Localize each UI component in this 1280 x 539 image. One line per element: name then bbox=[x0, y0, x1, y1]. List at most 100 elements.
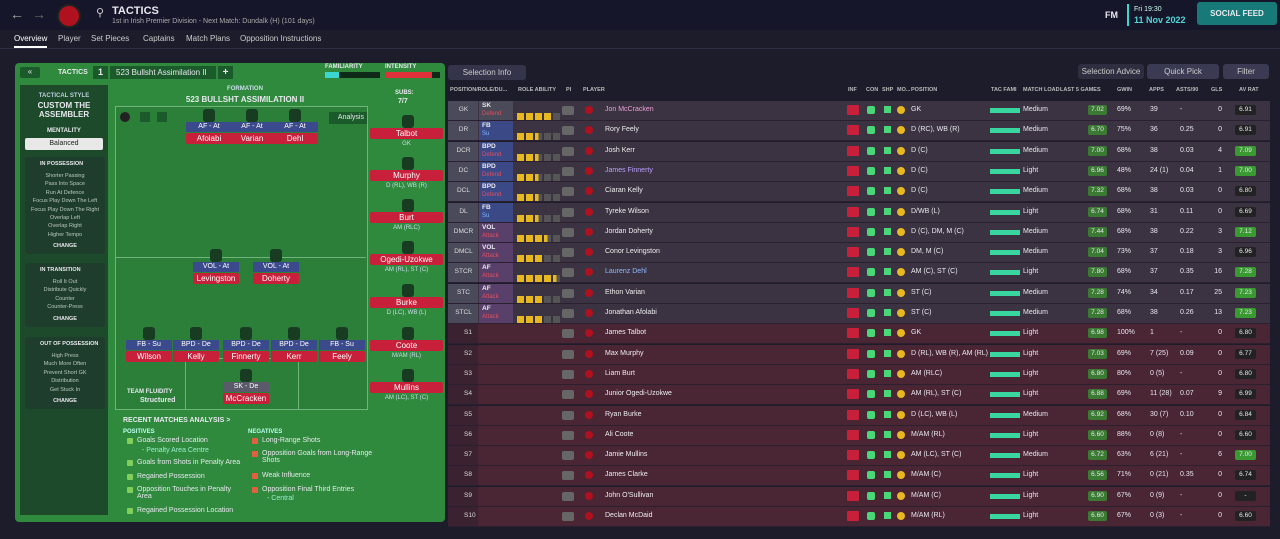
table-row[interactable] bbox=[448, 202, 1270, 223]
tab[interactable]: Set Pieces bbox=[91, 34, 130, 43]
player-name[interactable]: Afolabi bbox=[186, 133, 232, 144]
column-header[interactable]: GWIN bbox=[1117, 87, 1132, 93]
column-header[interactable]: GLS bbox=[1211, 87, 1223, 93]
change-button[interactable]: CHANGE bbox=[53, 243, 77, 250]
column-header[interactable]: POSITION bbox=[911, 87, 938, 93]
table-row[interactable] bbox=[448, 344, 1270, 365]
instructions-icon[interactable] bbox=[120, 112, 130, 122]
player-name[interactable]: Doherty bbox=[253, 273, 299, 284]
club-badge[interactable] bbox=[57, 4, 81, 28]
column-header[interactable]: MO... bbox=[897, 87, 911, 93]
player-name[interactable]: Levingston bbox=[193, 273, 239, 284]
sub-name[interactable]: Mullins bbox=[370, 382, 443, 393]
tab[interactable]: Player bbox=[58, 34, 81, 43]
table-row[interactable] bbox=[448, 121, 1270, 142]
selection-advice[interactable]: Selection Advice bbox=[1078, 64, 1144, 79]
player-name[interactable]: Conor Levingston bbox=[605, 248, 660, 256]
table-row[interactable] bbox=[448, 324, 1270, 345]
quick-pick[interactable]: Quick Pick bbox=[1147, 64, 1219, 79]
table-row[interactable] bbox=[448, 425, 1270, 446]
column-header[interactable]: ASTS/90 bbox=[1176, 87, 1199, 93]
player-name[interactable]: Ethon Varian bbox=[605, 288, 645, 296]
tactic-name[interactable]: 523 Bullsht Assimilation II bbox=[110, 66, 216, 79]
change-button[interactable]: CHANGE bbox=[53, 398, 77, 404]
table-row[interactable] bbox=[448, 243, 1270, 264]
sub-name[interactable]: Burke bbox=[370, 297, 443, 308]
player-name[interactable]: James Talbot bbox=[605, 329, 647, 337]
player-name[interactable]: Jonathan Afolabi bbox=[605, 309, 657, 316]
player-name[interactable]: Wilson bbox=[126, 351, 172, 362]
column-header[interactable]: MATCH LOAD bbox=[1023, 87, 1060, 93]
forward-button[interactable]: → bbox=[32, 6, 46, 22]
fm-logo[interactable]: FM bbox=[1105, 10, 1118, 20]
column-header[interactable]: POSITION/ROLE/DU... bbox=[450, 87, 508, 93]
player-name[interactable]: Max Murphy bbox=[605, 349, 644, 357]
tab[interactable]: Match Plans bbox=[186, 34, 231, 43]
player-name[interactable]: Jordan Doherty bbox=[605, 227, 653, 235]
table-row[interactable] bbox=[448, 364, 1270, 385]
table-row[interactable] bbox=[448, 304, 1270, 324]
player-name[interactable]: Ciaran Kelly bbox=[605, 187, 643, 195]
player-name[interactable]: Kelly bbox=[173, 351, 219, 362]
table-row[interactable] bbox=[448, 101, 1270, 121]
player-name[interactable]: James Finnerty bbox=[605, 166, 653, 174]
column-header[interactable]: PLAYER bbox=[583, 87, 605, 93]
social-feed-button[interactable]: SOCIAL FEED bbox=[1197, 2, 1277, 25]
search-icon[interactable]: ⚲ bbox=[96, 7, 105, 19]
player-name[interactable]: Finnerty bbox=[223, 351, 269, 362]
player-name[interactable]: Varian bbox=[229, 133, 275, 144]
player-name[interactable]: James Clarke bbox=[605, 471, 648, 479]
column-header[interactable]: TAC FAMI bbox=[991, 87, 1017, 93]
sub-name[interactable]: Ogedi-Uzokwe bbox=[370, 254, 443, 265]
column-header[interactable]: APPS bbox=[1149, 87, 1164, 93]
tactic-slot[interactable]: 1 bbox=[93, 66, 108, 79]
table-row[interactable] bbox=[448, 263, 1270, 284]
player-name[interactable]: John O'Sullivan bbox=[605, 491, 654, 499]
filter[interactable]: Filter bbox=[1223, 64, 1269, 79]
column-header[interactable]: PI bbox=[566, 87, 572, 93]
tools-icon[interactable] bbox=[157, 112, 167, 122]
table-row[interactable] bbox=[448, 405, 1270, 426]
table-row[interactable] bbox=[448, 182, 1270, 203]
player-name[interactable]: Feely bbox=[319, 351, 365, 362]
column-header[interactable]: CON bbox=[866, 87, 879, 93]
tab[interactable]: Overview bbox=[14, 34, 48, 48]
mentality-select[interactable]: Balanced bbox=[25, 138, 103, 150]
sub-name[interactable]: Burt bbox=[370, 212, 443, 223]
table-row[interactable] bbox=[448, 507, 1270, 527]
table-row[interactable] bbox=[448, 283, 1270, 304]
player-name[interactable]: Kerr bbox=[271, 351, 317, 362]
player-name[interactable]: Jamie Mullins bbox=[605, 451, 648, 459]
sub-name[interactable]: Murphy bbox=[370, 170, 443, 181]
stats-icon[interactable] bbox=[140, 112, 150, 122]
tab[interactable]: Captains bbox=[143, 34, 175, 43]
column-header[interactable]: ROLE ABILITY bbox=[518, 87, 556, 93]
column-header[interactable]: INF bbox=[848, 87, 857, 93]
player-name[interactable]: Josh Kerr bbox=[605, 146, 635, 154]
player-name[interactable]: Rory Feely bbox=[605, 126, 639, 134]
table-row[interactable] bbox=[448, 486, 1270, 507]
table-row[interactable] bbox=[448, 222, 1270, 243]
analysis-button[interactable]: Analysis bbox=[329, 112, 367, 124]
sub-name[interactable]: Coote bbox=[370, 340, 443, 351]
back-button[interactable]: ← bbox=[10, 6, 24, 22]
change-button[interactable]: CHANGE bbox=[53, 315, 77, 322]
collapse-button[interactable]: « bbox=[20, 67, 40, 78]
table-row[interactable] bbox=[448, 161, 1270, 182]
player-name[interactable]: Junior Ogedi-Uzokwe bbox=[605, 390, 672, 398]
table-row[interactable] bbox=[448, 466, 1270, 487]
sub-name[interactable]: Talbot bbox=[370, 128, 443, 139]
player-name[interactable]: Jon McCracken bbox=[605, 106, 654, 113]
player-name[interactable]: Laurenz Dehl bbox=[605, 268, 647, 276]
selection-info[interactable]: Selection Info bbox=[448, 65, 526, 80]
column-header[interactable]: SHP bbox=[882, 87, 894, 93]
player-name[interactable]: McCracken bbox=[223, 393, 269, 404]
player-name[interactable]: Ryan Burke bbox=[605, 410, 642, 418]
add-tactic[interactable]: + bbox=[218, 66, 233, 79]
player-name[interactable]: Tyreke Wilson bbox=[605, 207, 649, 215]
table-row[interactable] bbox=[448, 385, 1270, 406]
recent-title[interactable]: RECENT MATCHES ANALYSIS > bbox=[123, 417, 231, 424]
column-header[interactable]: AV RAT bbox=[1239, 87, 1259, 93]
player-name[interactable]: Liam Burt bbox=[605, 369, 635, 377]
player-name[interactable]: Dehl bbox=[272, 133, 318, 144]
